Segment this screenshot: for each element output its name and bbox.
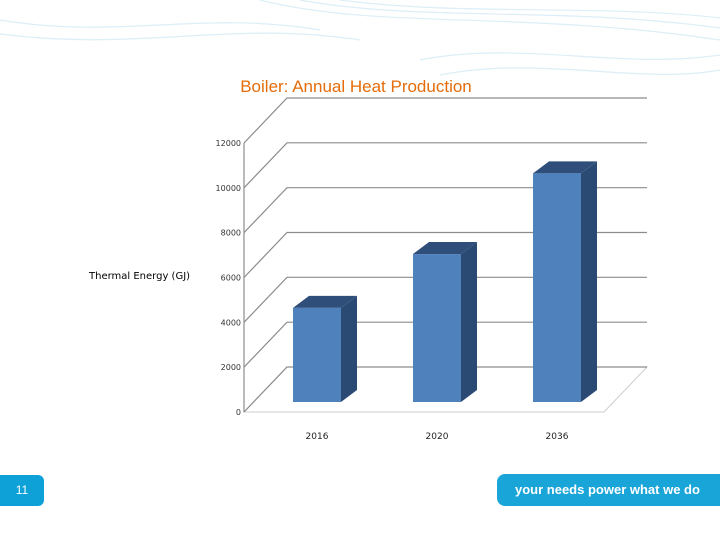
background-wave-decoration (0, 0, 720, 76)
bar-side (461, 242, 477, 402)
bar-side (581, 161, 597, 402)
chart-title: Boiler: Annual Heat Production (240, 77, 472, 96)
y-tick-label: 8000 (221, 229, 241, 238)
y-tick-label: 4000 (221, 318, 241, 327)
gridline (243, 321, 647, 368)
bar (413, 254, 461, 402)
x-tick-label: 2036 (546, 432, 569, 442)
y-tick-label: 12000 (216, 139, 241, 148)
gridline (243, 231, 647, 278)
y-tick-label: 6000 (221, 274, 241, 283)
y-tick-label: 0 (236, 408, 241, 417)
y-tick-label: 10000 (216, 184, 241, 193)
x-tick-label: 2016 (306, 432, 329, 442)
gridline (243, 276, 647, 323)
page-number-badge: 11 (0, 475, 44, 506)
gridline (243, 97, 647, 144)
gridline (243, 142, 647, 189)
y-axis-label: Thermal Energy (GJ) (89, 271, 191, 282)
bar-top (533, 161, 597, 174)
y-tick-label: 2000 (221, 363, 241, 372)
gridline (243, 187, 647, 234)
gridline (243, 366, 647, 413)
bar-side (341, 295, 357, 402)
bar (533, 173, 581, 402)
bar-top (293, 295, 357, 308)
tagline-banner: your needs power what we do (497, 474, 720, 506)
bar-top (413, 242, 477, 255)
x-tick-label: 2020 (426, 432, 449, 442)
bar (293, 307, 341, 402)
